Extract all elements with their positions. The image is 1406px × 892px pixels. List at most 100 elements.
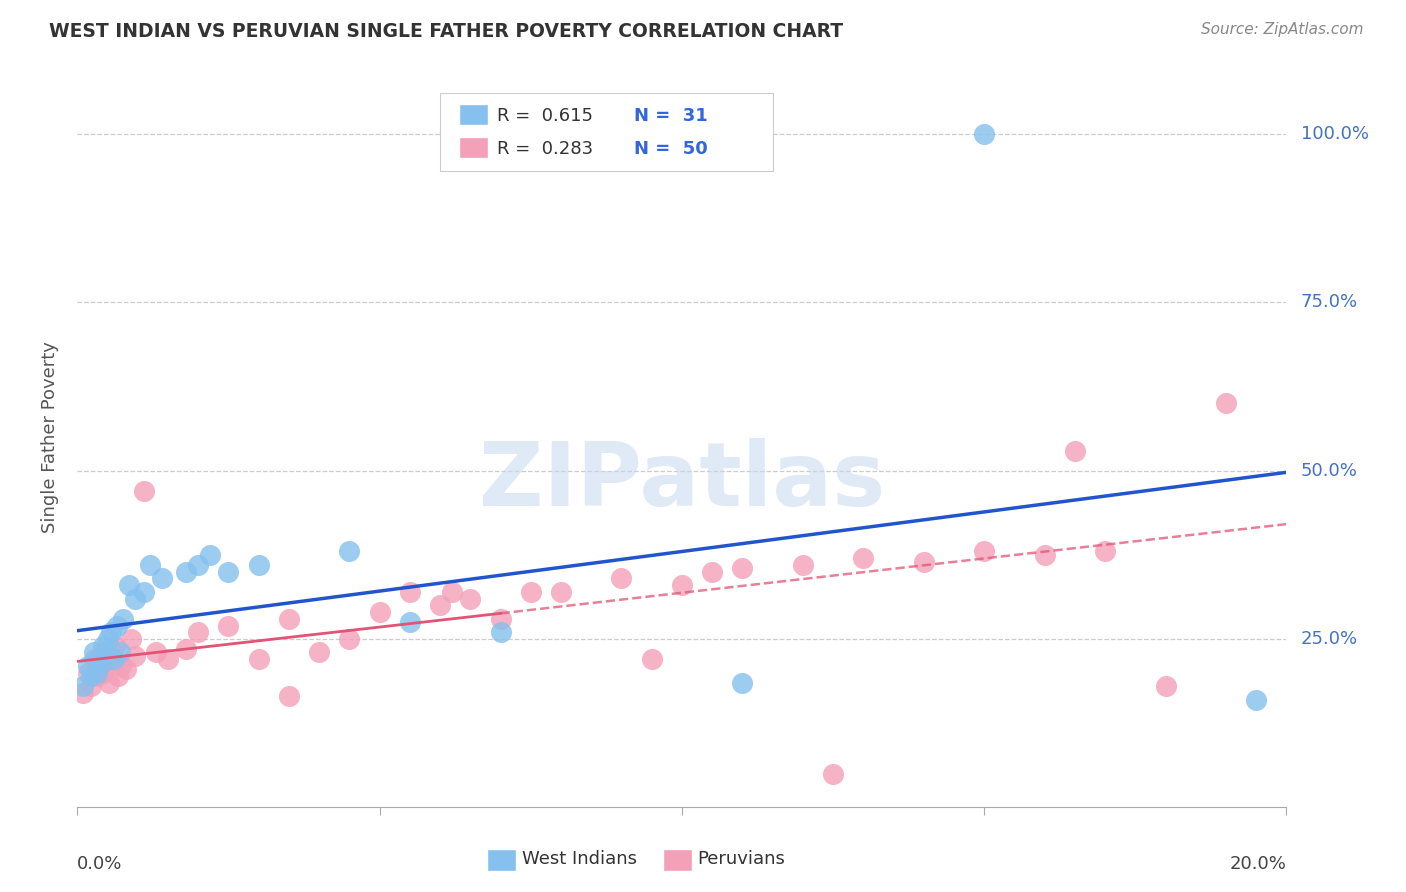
Point	[72, 686, 94, 700]
Point	[458, 591, 481, 606]
Text: ZIPatlas: ZIPatlas	[479, 438, 884, 525]
Point	[105, 618, 128, 632]
Text: R =  0.615: R = 0.615	[496, 107, 593, 125]
Point	[218, 618, 240, 632]
Point	[97, 675, 120, 690]
Point	[107, 669, 129, 683]
Point	[489, 625, 512, 640]
Text: 75.0%: 75.0%	[1301, 293, 1358, 311]
Point	[671, 578, 693, 592]
Point	[912, 555, 935, 569]
FancyBboxPatch shape	[440, 93, 773, 170]
Point	[520, 585, 543, 599]
Point	[118, 578, 141, 592]
Point	[79, 679, 101, 693]
Point	[111, 612, 134, 626]
Text: R =  0.283: R = 0.283	[496, 140, 593, 158]
Point	[399, 585, 422, 599]
Point	[973, 544, 995, 558]
Point	[108, 645, 131, 659]
Point	[731, 561, 754, 575]
Point	[489, 612, 512, 626]
Point	[339, 544, 360, 558]
Point	[550, 585, 572, 599]
Point	[89, 659, 111, 673]
Point	[157, 652, 180, 666]
Point	[792, 558, 814, 572]
Point	[218, 565, 240, 579]
Point	[100, 625, 122, 640]
Point	[174, 642, 197, 657]
Point	[132, 483, 155, 498]
Point	[103, 652, 125, 666]
Point	[110, 659, 132, 673]
Point	[91, 665, 114, 680]
Text: 100.0%: 100.0%	[1301, 125, 1369, 144]
Point	[132, 585, 155, 599]
Point	[114, 662, 136, 676]
Point	[187, 625, 209, 640]
Point	[91, 639, 114, 653]
Text: N =  31: N = 31	[634, 107, 707, 125]
Point	[124, 648, 146, 663]
Point	[973, 127, 995, 141]
Text: Peruvians: Peruvians	[697, 850, 786, 868]
Point	[339, 632, 360, 646]
Point	[308, 645, 330, 659]
Point	[821, 766, 844, 780]
Point	[429, 599, 451, 613]
Point	[200, 548, 222, 562]
FancyBboxPatch shape	[460, 136, 488, 158]
Point	[124, 591, 146, 606]
Point	[368, 605, 391, 619]
Point	[1033, 548, 1056, 562]
Point	[96, 645, 118, 659]
Point	[247, 652, 270, 666]
Point	[1215, 396, 1237, 410]
Point	[1154, 679, 1177, 693]
Point	[77, 659, 100, 673]
Point	[278, 612, 301, 626]
Text: West Indians: West Indians	[522, 850, 637, 868]
Point	[86, 665, 108, 680]
Point	[145, 645, 167, 659]
Point	[247, 558, 270, 572]
Point	[278, 689, 301, 703]
Point	[77, 665, 100, 680]
Point	[79, 669, 101, 683]
FancyBboxPatch shape	[488, 848, 516, 871]
Text: 50.0%: 50.0%	[1301, 462, 1358, 480]
Point	[641, 652, 664, 666]
Point	[399, 615, 422, 630]
FancyBboxPatch shape	[460, 103, 488, 125]
Point	[852, 551, 875, 566]
Text: 25.0%: 25.0%	[1301, 630, 1358, 648]
Point	[104, 639, 127, 653]
Point	[87, 652, 110, 666]
Y-axis label: Single Father Poverty: Single Father Poverty	[41, 341, 59, 533]
Point	[86, 669, 108, 683]
Point	[120, 632, 142, 646]
Point	[93, 645, 115, 659]
Point	[702, 565, 724, 579]
Text: 20.0%: 20.0%	[1230, 855, 1286, 873]
Point	[83, 645, 105, 659]
Point	[90, 656, 112, 670]
Text: Source: ZipAtlas.com: Source: ZipAtlas.com	[1201, 22, 1364, 37]
Text: WEST INDIAN VS PERUVIAN SINGLE FATHER POVERTY CORRELATION CHART: WEST INDIAN VS PERUVIAN SINGLE FATHER PO…	[49, 22, 844, 41]
Point	[187, 558, 209, 572]
Point	[441, 585, 464, 599]
Point	[731, 675, 754, 690]
FancyBboxPatch shape	[662, 848, 692, 871]
Point	[1094, 544, 1116, 558]
Point	[174, 565, 197, 579]
Text: N =  50: N = 50	[634, 140, 707, 158]
Point	[610, 571, 633, 585]
Point	[1064, 443, 1087, 458]
Point	[139, 558, 162, 572]
Point	[96, 632, 118, 646]
Point	[150, 571, 173, 585]
Point	[72, 679, 94, 693]
Point	[101, 652, 124, 666]
Point	[1246, 692, 1268, 706]
